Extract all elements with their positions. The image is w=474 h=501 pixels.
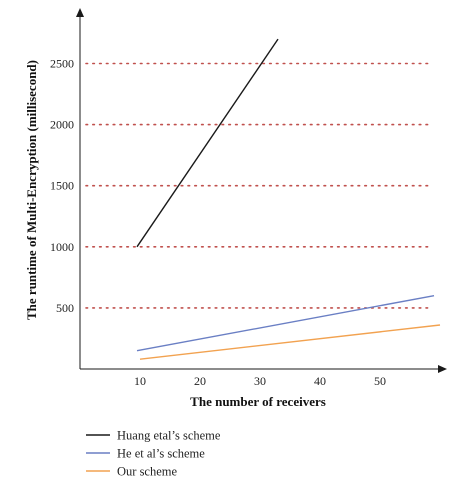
series-lines bbox=[136, 38, 441, 360]
legend-label-2: He et al’s scheme bbox=[117, 447, 205, 461]
y-tick-labels: 500 1000 1500 2000 2500 bbox=[50, 57, 74, 315]
series-line-1 bbox=[136, 38, 279, 248]
x-tick-label-50: 50 bbox=[374, 374, 386, 388]
axes bbox=[76, 8, 447, 373]
legend-label-1: Huang etal’s scheme bbox=[117, 429, 221, 443]
x-tick-label-20: 20 bbox=[194, 374, 206, 388]
x-axis-title: The number of receivers bbox=[190, 394, 326, 409]
x-tick-label-40: 40 bbox=[314, 374, 326, 388]
x-tick-label-30: 30 bbox=[254, 374, 266, 388]
y-tick-label-2500: 2500 bbox=[50, 57, 74, 71]
x-tick-labels: 10 20 30 40 50 bbox=[134, 374, 386, 388]
gridlines bbox=[85, 62, 433, 309]
y-tick-label-2000: 2000 bbox=[50, 118, 74, 132]
legend: Huang etal’s scheme He et al’s scheme Our … bbox=[86, 429, 221, 479]
legend-label-3: Our scheme bbox=[117, 465, 177, 479]
x-tick-label-10: 10 bbox=[134, 374, 146, 388]
y-tick-label-1000: 1000 bbox=[50, 240, 74, 254]
y-tick-label-1500: 1500 bbox=[50, 179, 74, 193]
y-tick-label-500: 500 bbox=[56, 301, 74, 315]
series-line-2 bbox=[136, 295, 435, 352]
x-axis-arrow-icon bbox=[438, 365, 447, 373]
y-axis-arrow-icon bbox=[76, 8, 84, 17]
y-axis-title: The runtime of Multi-Encryption (millise… bbox=[24, 60, 39, 320]
series-line-3 bbox=[139, 324, 441, 360]
